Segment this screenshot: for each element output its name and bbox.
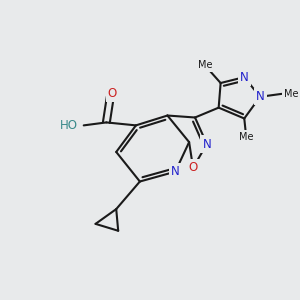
Text: Me: Me bbox=[198, 60, 212, 70]
Text: N: N bbox=[240, 70, 249, 84]
Text: Me: Me bbox=[284, 89, 298, 99]
Text: N: N bbox=[171, 165, 180, 178]
Text: HO: HO bbox=[60, 119, 78, 132]
Text: O: O bbox=[108, 87, 117, 101]
Text: N: N bbox=[256, 90, 264, 103]
Text: Me: Me bbox=[239, 132, 254, 142]
Text: O: O bbox=[188, 161, 198, 174]
Text: N: N bbox=[202, 138, 211, 151]
